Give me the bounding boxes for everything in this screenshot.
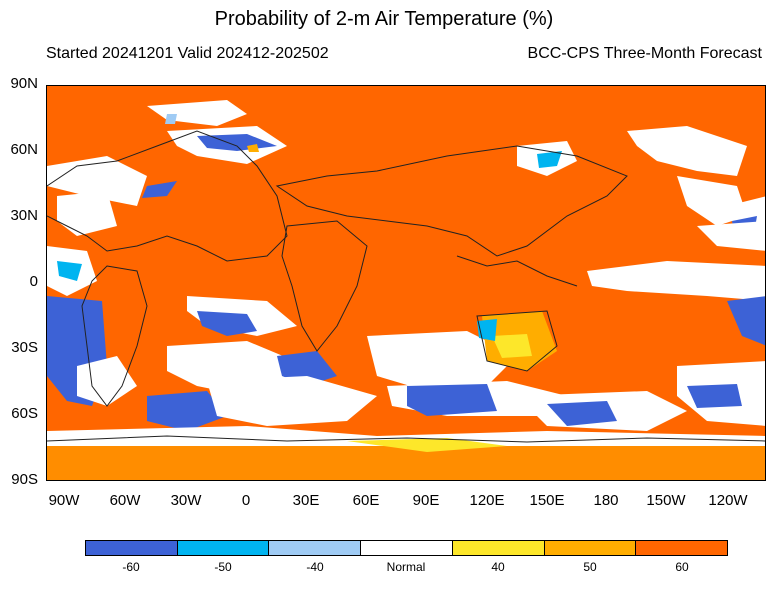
above-normal-region (492, 334, 532, 358)
lon-label-60w: 60W (109, 492, 141, 509)
lat-label-30s: 30S (11, 339, 38, 356)
legend-label-50: 50 (583, 560, 597, 574)
lon-label-30w: 30W (170, 492, 202, 509)
color-legend (85, 540, 728, 556)
below-normal-region (537, 151, 562, 168)
below-normal-region (57, 261, 82, 281)
normal-region (77, 356, 137, 406)
normal-region (627, 126, 747, 176)
lon-label-60e: 60E (352, 492, 380, 509)
legend-swatch-60 (636, 541, 728, 555)
legend-swatch-normal (361, 541, 453, 555)
map-canvas (47, 86, 765, 480)
lon-label-180: 180 (593, 492, 619, 509)
forecast-dates: Started 20241201 Valid 202412-202502 (46, 45, 329, 62)
lat-label-90n: 90N (10, 75, 38, 92)
normal-region (367, 331, 517, 391)
legend-swatch-minus-60 (86, 541, 178, 555)
lon-label-150e: 150E (529, 492, 565, 509)
above-normal-region (47, 436, 765, 480)
below-normal-region (165, 114, 177, 124)
normal-region (47, 156, 147, 206)
below-normal-region (142, 181, 177, 198)
above-normal-region (347, 438, 507, 452)
above-normal-region (247, 144, 259, 152)
lon-label-90w: 90W (48, 492, 80, 509)
lon-label-30e: 30E (292, 492, 320, 509)
coastlines (47, 130, 765, 443)
chart-title: Probability of 2-m Air Temperature (%) (214, 8, 554, 30)
lon-label-90e: 90E (412, 492, 440, 509)
legend-label-minus-60: -60 (122, 560, 140, 574)
forecast-map (46, 85, 766, 481)
below-normal-region (407, 384, 497, 416)
legend-label-normal: Normal (386, 560, 426, 574)
below-normal-region (147, 391, 227, 431)
legend-label-40: 40 (491, 560, 505, 574)
normal-region (47, 426, 765, 446)
legend-swatch-minus-50 (177, 541, 270, 555)
lon-label-150w: 150W (646, 492, 686, 509)
lon-label-0: 0 (241, 492, 251, 509)
lon-label-120e: 120E (469, 492, 505, 509)
lat-label-60n: 60N (10, 141, 38, 158)
legend-swatch-40 (452, 541, 545, 555)
normal-region (207, 376, 377, 426)
legend-swatch-minus-40 (269, 541, 362, 555)
below-normal-region (687, 384, 742, 408)
lat-label-60s: 60S (11, 405, 38, 422)
legend-label-minus-40: -40 (306, 560, 324, 574)
lon-label-120w: 120W (708, 492, 748, 509)
lat-label-90s: 90S (11, 471, 38, 488)
normal-region (697, 221, 765, 251)
below-normal-region (197, 311, 257, 336)
lat-label-0: 0 (29, 273, 38, 290)
lat-label-30n: 30N (10, 207, 38, 224)
below-normal-region (727, 296, 765, 346)
below-normal-region (477, 319, 497, 341)
normal-region (57, 191, 117, 236)
model-name: BCC-CPS Three-Month Forecast (527, 45, 762, 62)
legend-label-minus-50: -50 (214, 560, 232, 574)
legend-swatch-50 (544, 541, 637, 555)
below-normal-region (547, 401, 617, 426)
normal-region (587, 261, 765, 301)
legend-label-60: 60 (675, 560, 689, 574)
